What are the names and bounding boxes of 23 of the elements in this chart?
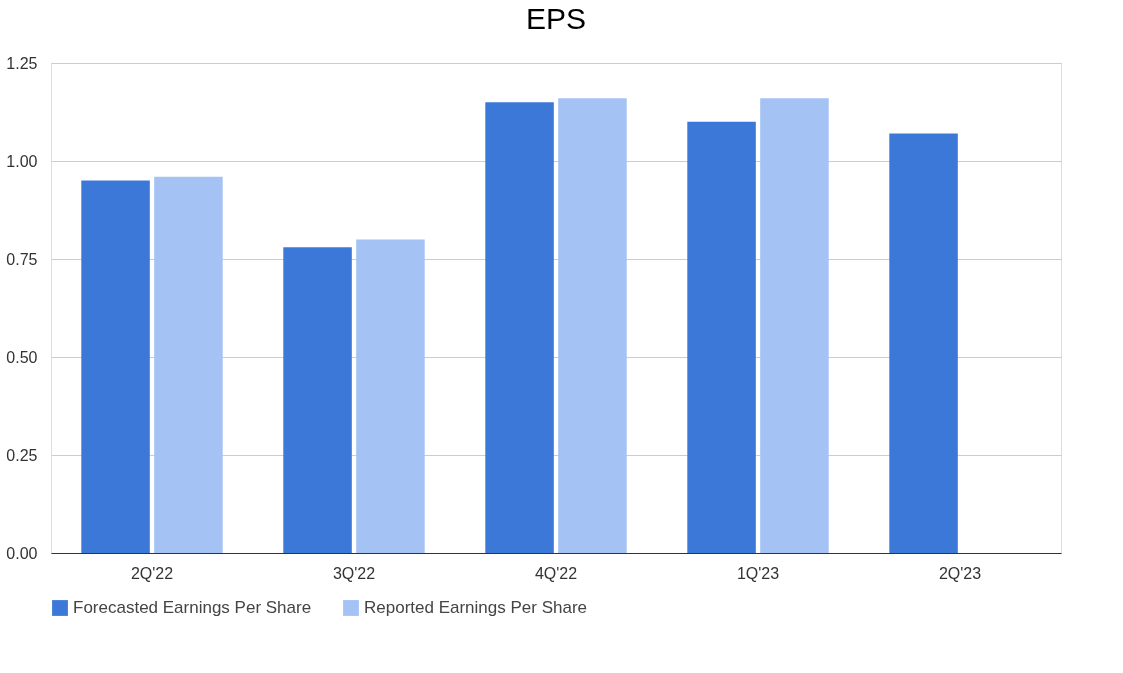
x-tick-label: 2Q'22 [130, 564, 174, 582]
bar [356, 239, 425, 553]
bar [760, 98, 829, 553]
legend-label: Reported Earnings Per Share [364, 598, 588, 617]
y-tick-label: 0.75 [6, 250, 38, 268]
x-tick-label: 2Q'23 [938, 564, 982, 582]
x-tick-label: 1Q'23 [736, 564, 780, 582]
x-tick-label: 3Q'22 [332, 564, 376, 582]
bar [687, 121, 756, 553]
bar [283, 247, 352, 553]
bar [485, 102, 554, 553]
y-tick-label: 0.00 [6, 544, 38, 562]
bar [889, 133, 958, 553]
legend-label: Forecasted Earnings Per Share [73, 598, 312, 617]
bar [81, 180, 150, 553]
chart-title: EPS [525, 2, 587, 35]
y-tick-label: 1.00 [6, 152, 38, 170]
y-tick-label: 0.50 [6, 348, 38, 366]
x-tick-label: 4Q'22 [534, 564, 578, 582]
y-tick-label: 0.25 [6, 446, 38, 464]
bar [154, 176, 223, 553]
bar [558, 98, 627, 553]
y-tick-label: 1.25 [6, 54, 38, 72]
